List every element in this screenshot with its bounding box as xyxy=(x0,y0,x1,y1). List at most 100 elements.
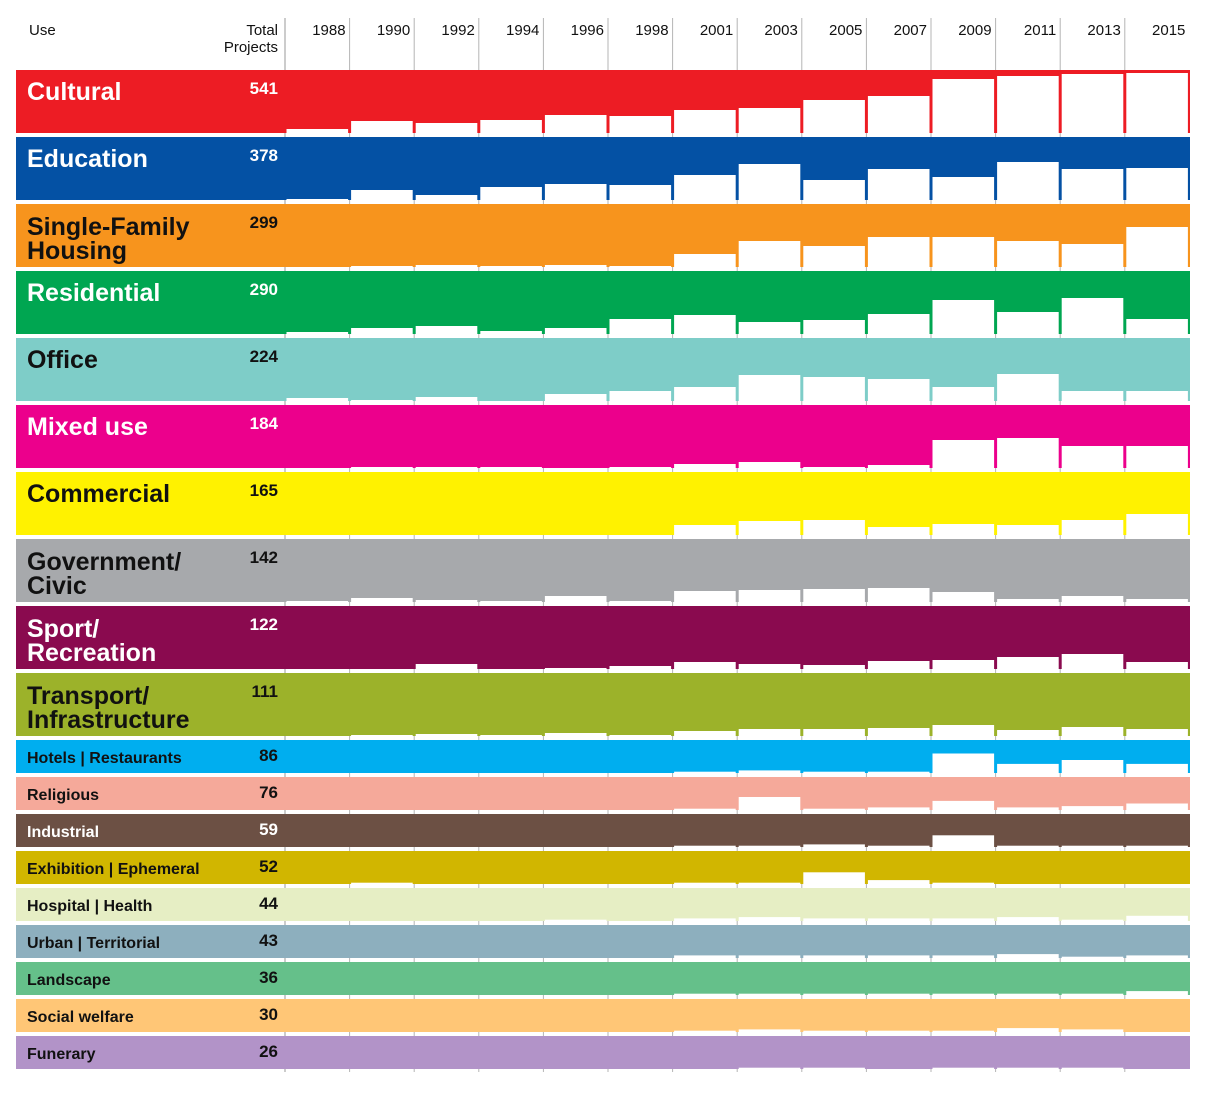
category-row: Sport/Recreation 122 xyxy=(16,606,1190,669)
bar xyxy=(674,1030,736,1032)
chart-header: Use Total Projects xyxy=(29,22,278,56)
bar xyxy=(867,661,930,669)
bar xyxy=(738,1029,801,1032)
bar xyxy=(932,237,995,267)
bar xyxy=(544,919,607,921)
bar xyxy=(415,195,478,200)
total-projects-value: 36 xyxy=(259,968,278,987)
bar xyxy=(997,525,1059,535)
bar xyxy=(867,588,930,602)
bar xyxy=(351,598,413,602)
category-row: Cultural 541 xyxy=(16,70,1190,133)
bar xyxy=(803,520,865,535)
category-label: Hotels | Restaurants xyxy=(27,750,182,767)
category-row: Religious 76 xyxy=(16,777,1190,810)
year-tick-label: 1992 xyxy=(441,22,474,39)
bar xyxy=(415,123,478,133)
category-row: Hospital | Health 44 xyxy=(16,888,1190,921)
bar xyxy=(738,917,801,921)
bar xyxy=(1126,803,1188,810)
category-row: Industrial 59 xyxy=(16,814,1190,847)
bar xyxy=(1061,596,1124,602)
total-projects-value: 30 xyxy=(259,1005,278,1024)
bar xyxy=(997,763,1059,773)
bar xyxy=(286,199,349,200)
bar xyxy=(803,844,865,847)
bar xyxy=(997,599,1059,602)
category-row: Residential 290 xyxy=(16,271,1190,334)
bar xyxy=(674,808,736,810)
bar xyxy=(1126,915,1188,921)
bar xyxy=(997,954,1059,958)
bar xyxy=(1126,514,1188,535)
bar xyxy=(609,735,672,736)
bar xyxy=(351,190,413,200)
bar xyxy=(674,771,736,773)
bar xyxy=(738,462,801,468)
row-band xyxy=(16,814,1190,847)
bar xyxy=(1061,1029,1124,1032)
year-tick-label: 2009 xyxy=(958,22,991,39)
bar xyxy=(738,322,801,334)
row-band xyxy=(16,673,1190,736)
bar xyxy=(609,116,672,133)
total-projects-value: 59 xyxy=(259,820,278,839)
bar xyxy=(997,1028,1059,1032)
bar xyxy=(997,993,1059,995)
bar xyxy=(674,845,736,847)
total-projects-value: 76 xyxy=(259,783,278,802)
row-band xyxy=(16,962,1190,995)
category-label: Social welfare xyxy=(27,1009,134,1026)
category-label: Religious xyxy=(27,787,99,804)
category-label: Cultural xyxy=(27,78,121,106)
bar xyxy=(480,187,542,200)
row-band xyxy=(16,271,1190,334)
bar xyxy=(867,993,930,995)
total-projects-value: 299 xyxy=(250,213,278,232)
bar xyxy=(867,314,930,334)
bar xyxy=(1061,919,1124,921)
bar xyxy=(932,753,995,773)
bar xyxy=(1126,845,1188,847)
bar xyxy=(803,377,865,401)
bar xyxy=(480,601,542,602)
row-band xyxy=(16,888,1190,921)
bar xyxy=(932,835,995,847)
bar xyxy=(609,666,672,669)
bar xyxy=(351,467,413,468)
bar xyxy=(803,1030,865,1032)
row-band xyxy=(16,405,1190,468)
category-label: Sport/Recreation xyxy=(27,615,156,667)
bar xyxy=(674,315,736,334)
year-tick-label: 2013 xyxy=(1087,22,1120,39)
bar xyxy=(1061,74,1124,133)
category-row: Landscape 36 xyxy=(16,962,1190,995)
bar xyxy=(544,328,607,334)
bar xyxy=(415,600,478,602)
bar xyxy=(867,880,930,884)
bar xyxy=(1126,729,1188,736)
bar xyxy=(803,993,865,995)
row-band xyxy=(16,740,1190,773)
bar xyxy=(480,735,542,736)
category-row: Funerary 26 xyxy=(16,1036,1190,1069)
row-band xyxy=(16,539,1190,602)
year-tick-label: 2005 xyxy=(829,22,862,39)
total-projects-value: 142 xyxy=(250,548,278,567)
bar xyxy=(997,438,1059,468)
bar xyxy=(544,184,607,200)
category-row: Government/Civic 142 xyxy=(16,539,1190,602)
year-tick-label: 1994 xyxy=(506,22,539,39)
year-tick-label: 1990 xyxy=(377,22,410,39)
bar xyxy=(803,467,865,468)
bar xyxy=(738,241,801,267)
bar xyxy=(932,800,995,810)
category-label: Mixed use xyxy=(27,413,148,441)
bar xyxy=(415,397,478,401)
bar xyxy=(738,955,801,958)
row-band xyxy=(16,338,1190,401)
total-projects-value: 43 xyxy=(259,931,278,950)
bar xyxy=(867,771,930,773)
bar xyxy=(803,589,865,602)
bar xyxy=(867,465,930,468)
